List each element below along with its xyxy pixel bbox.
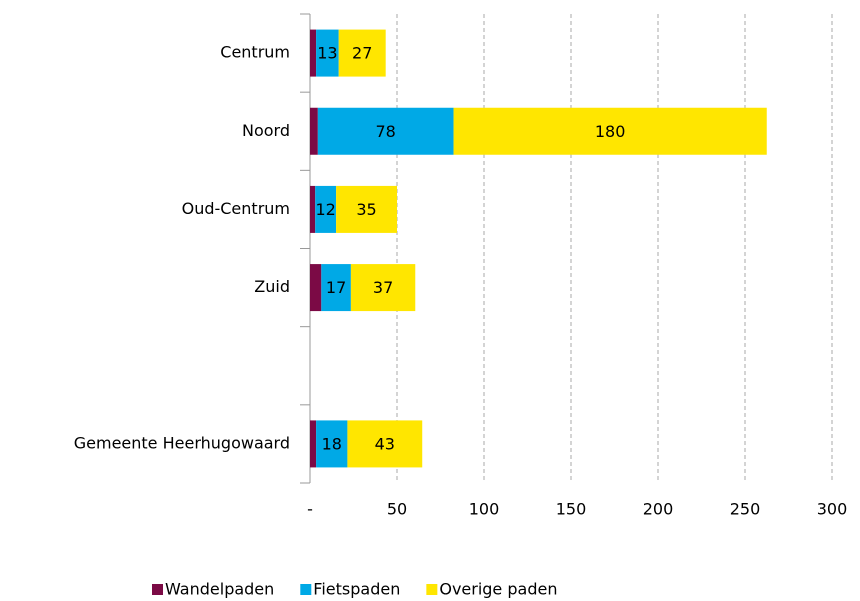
x-tick-label: 250: [730, 500, 761, 519]
x-tick-label: 50: [387, 500, 407, 519]
bar-segment: [336, 185, 397, 233]
x-tick-label: 300: [817, 500, 848, 519]
data-label: 180: [595, 122, 626, 141]
bar-segment: [350, 264, 416, 312]
data-label: 78: [376, 122, 396, 141]
legend-swatch: [426, 584, 438, 595]
y-tick-label: Centrum: [220, 43, 290, 62]
x-tick-label: -: [307, 500, 313, 519]
data-label: 12: [315, 200, 335, 219]
bar-segment: [316, 29, 339, 77]
data-label: 27: [352, 44, 372, 63]
data-label: 17: [326, 278, 346, 297]
data-label: 37: [373, 278, 393, 297]
data-label: 43: [375, 434, 395, 453]
legend-swatch: [300, 584, 312, 595]
bar-segment: [338, 29, 386, 77]
legend-swatch: [152, 584, 163, 595]
data-label: 35: [356, 200, 376, 219]
bar-segment: [310, 420, 317, 468]
y-tick-label: Gemeente Heerhugowaard: [74, 433, 290, 452]
y-tick-label: Noord: [242, 121, 290, 140]
bar-segment: [347, 420, 423, 468]
bar-segment: [321, 264, 351, 312]
x-tick-label: 200: [643, 500, 674, 519]
x-tick-label: 150: [556, 500, 587, 519]
y-tick-label: Zuid: [254, 277, 290, 296]
bar-segment: [310, 107, 318, 155]
bar-segment: [310, 185, 316, 233]
legend-label: Wandelpaden: [165, 580, 274, 599]
bar-segment: [453, 107, 767, 155]
bar-segment: [317, 107, 454, 155]
legend-label: Overige paden: [439, 580, 557, 599]
bar-segment: [310, 29, 317, 77]
bar-segment: [315, 185, 337, 233]
bar-segment: [316, 420, 348, 468]
y-tick-label: Oud-Centrum: [182, 199, 290, 218]
x-tick-label: 100: [469, 500, 500, 519]
data-label: 13: [317, 44, 337, 63]
legend-label: Fietspaden: [313, 580, 400, 599]
data-label: 18: [322, 434, 342, 453]
bar-segment: [310, 264, 322, 312]
